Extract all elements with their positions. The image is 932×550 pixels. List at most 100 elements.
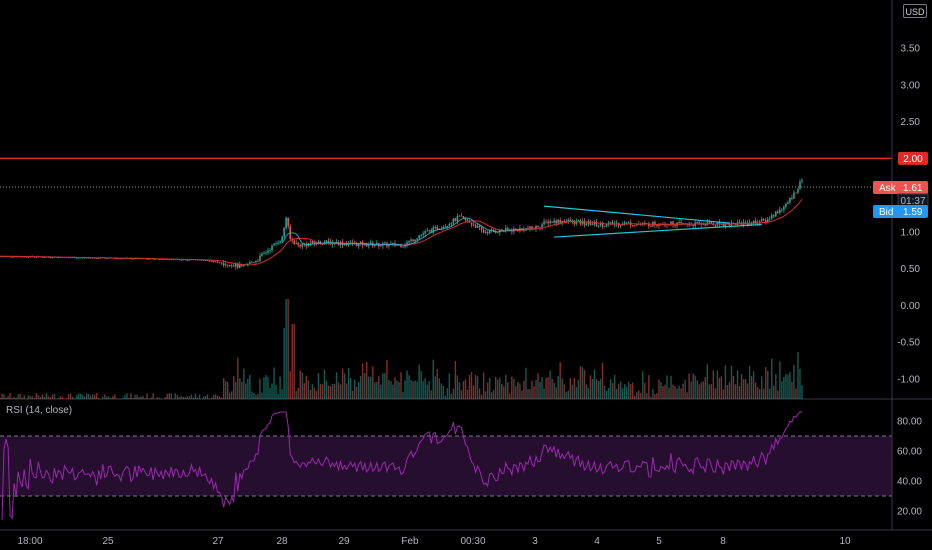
volume-bar [124,395,126,399]
volume-bar [303,383,305,399]
candle-body [627,222,630,224]
volume-bar [293,324,295,399]
candle-body [738,222,741,224]
volume-bar [382,373,384,399]
volume-bar [69,393,72,399]
volume-bar [668,387,670,399]
volume-bar [436,369,438,399]
volume-bar [760,376,763,399]
trendline[interactable] [544,205,730,224]
price-tick-label: 0.00 [901,301,921,312]
volume-bar [470,372,473,399]
ask-tag: Ask 1.61 [873,181,928,194]
candle-body [11,256,13,258]
volume-bar [239,378,241,399]
candle-body [309,243,312,245]
volume-bar [670,375,672,399]
candle-body [539,227,541,229]
candle-body [27,257,30,258]
candle-body [690,224,692,226]
volume-bar [684,379,686,399]
volume-bar [265,374,267,399]
volume-bar [281,389,283,399]
time-tick-label: 3 [532,536,538,547]
candle-body [670,221,672,225]
volume-bar [357,382,360,399]
candle-body [577,220,580,222]
candle-body [583,221,586,225]
volume-bar [126,393,128,399]
volume-bar [706,364,708,399]
volume-bar [585,384,588,399]
volume-bar [279,376,281,399]
volume-bar [122,397,124,399]
volume-bar [9,393,11,399]
volume-bar [188,395,191,399]
candle-body [212,260,215,262]
volume-bar [490,392,493,399]
candle-body [416,238,418,240]
candle-body [593,221,596,225]
volume-bar [628,381,630,399]
candle-body [430,230,433,233]
candle-body [220,262,223,264]
volume-bar [789,372,791,399]
volume-bar [589,375,592,399]
candle-body [609,222,612,224]
candle-body [795,192,797,194]
candle-body [597,224,600,226]
volume-bar [194,393,197,399]
volume-bar [202,396,205,399]
volume-bar [25,398,27,399]
volume-bar [362,363,364,399]
currency-badge[interactable]: USD [903,4,927,18]
alert-price-tag[interactable]: 2.00 [898,151,928,165]
volume-bar [801,385,803,399]
volume-bar [541,377,543,399]
volume-bar [132,398,134,399]
candle-body [450,223,453,225]
volume-bar [41,394,44,399]
candle-body [380,245,382,247]
volume-bar [241,381,243,399]
trendline[interactable] [554,223,762,238]
candle-body [202,260,205,262]
candle-body [392,243,394,244]
volume-bar [212,394,215,399]
candle-body [760,219,763,222]
candle-body [289,226,291,239]
candle-body [678,221,680,223]
volume-bar [630,383,632,399]
volume-bar [442,385,445,399]
rsi-indicator-label[interactable]: RSI (14, close) [6,405,73,416]
volume-bar [420,370,422,399]
candle-body [357,243,360,246]
volume-bar [402,392,404,399]
candle-body [114,258,116,260]
volume-bar [398,381,400,399]
price-tick-label: -1.00 [897,375,920,386]
trendlines[interactable] [544,205,762,238]
volume-bar [257,394,259,399]
candle-body [762,219,765,221]
volume-bar [247,378,249,399]
candle-body [228,265,231,267]
volume-bar [325,380,328,399]
candle-body [168,259,171,261]
volume-bar [1,393,3,399]
volume-bar [408,375,410,399]
volume-bar [3,394,5,399]
candle-body [648,223,650,227]
volume-bar [224,380,227,399]
volume-bar [756,387,759,399]
volume-bar [198,394,201,399]
candle-body [682,222,684,224]
volume-bar [557,375,559,399]
volume-bar [625,387,628,399]
volume-bar [220,397,223,399]
time-tick-label: 00:30 [460,536,485,547]
candle-body [650,226,652,228]
countdown-value: 01:37 [900,196,925,207]
volume-bar [339,384,342,399]
